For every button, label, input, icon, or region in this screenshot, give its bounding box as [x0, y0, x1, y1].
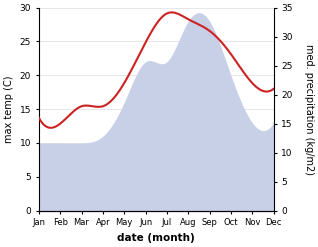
Y-axis label: med. precipitation (kg/m2): med. precipitation (kg/m2) [304, 44, 314, 175]
X-axis label: date (month): date (month) [117, 233, 195, 243]
Y-axis label: max temp (C): max temp (C) [4, 75, 14, 143]
